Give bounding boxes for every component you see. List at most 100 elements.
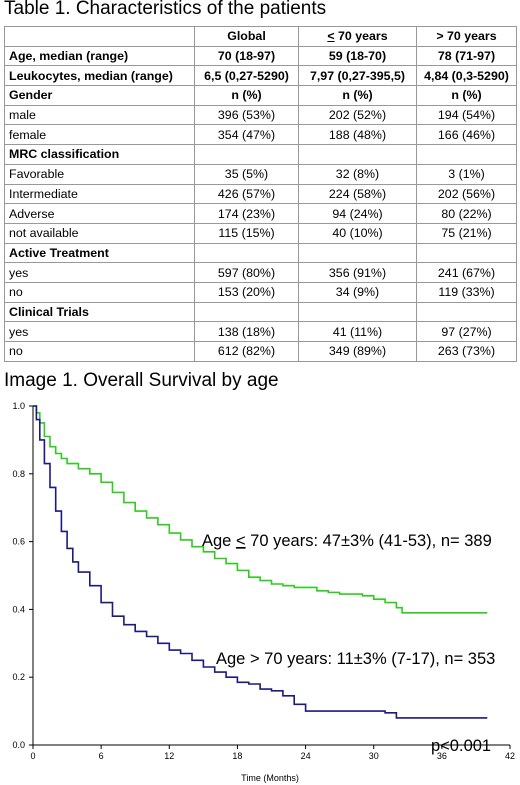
cell-global: 115 (15%) (194, 222, 299, 244)
annotation-under-70-symbol: < (236, 532, 246, 550)
x-tick-label: 36 (437, 751, 447, 761)
header-lt70-label: 70 years (334, 29, 388, 44)
table-row: Age, median (range) 70 (18-97) 59 (18-70) 7… (4, 45, 517, 67)
y-tick-label: 0.4 (12, 604, 25, 614)
cell-lt70 (298, 242, 417, 264)
y-tick-label: 1.0 (12, 401, 25, 411)
cell-global: 70 (18-97) (194, 45, 299, 67)
cell-global: 35 (5%) (194, 163, 299, 185)
x-tick-label: 6 (99, 751, 104, 761)
table-row: Active Treatment (4, 242, 517, 264)
cell-lt70: 7,97 (0,27-395,5) (298, 65, 417, 87)
x-tick-label: 12 (164, 751, 174, 761)
row-label: yes (4, 262, 195, 283)
row-label: MRC classification (4, 144, 195, 165)
cell-lt70 (298, 144, 417, 165)
cell-global: 354 (47%) (194, 124, 299, 146)
cell-lt70: 32 (8%) (298, 163, 417, 185)
cell-lt70: 59 (18-70) (298, 45, 417, 67)
cell-gt70: 194 (54%) (416, 104, 517, 126)
table-row: no 153 (20%) 34 (9%) 119 (33%) (4, 281, 517, 303)
cell-gt70: 241 (67%) (416, 262, 517, 283)
header-global: Global (194, 26, 299, 47)
cell-global: 597 (80%) (194, 262, 299, 283)
table-row: yes 597 (80%) 356 (91%) 241 (67%) (4, 262, 517, 283)
x-axis-label: Time (Months) (241, 773, 299, 783)
y-tick-label: 0.6 (12, 537, 25, 547)
table-row: male 396 (53%) 202 (52%) 194 (54%) (4, 104, 517, 126)
x-tick-label: 18 (232, 751, 242, 761)
cell-global (194, 301, 299, 323)
image-title: Image 1. Overall Survival by age (4, 370, 279, 391)
row-label: no (4, 341, 195, 362)
cell-lt70: 356 (91%) (298, 262, 417, 283)
y-tick-label: 0.0 (12, 740, 25, 750)
cell-global: 426 (57%) (194, 183, 299, 205)
table-title: Table 1. Characteristics of the patients (4, 0, 327, 19)
cell-gt70: n (%) (416, 85, 517, 106)
header-gt70: > 70 years (416, 26, 517, 47)
cell-lt70: 34 (9%) (298, 281, 417, 303)
table-row: MRC classification (4, 144, 517, 165)
cell-lt70 (298, 301, 417, 323)
table-row: Adverse 174 (23%) 94 (24%) 80 (22%) (4, 203, 517, 224)
header-empty-cell (4, 26, 195, 47)
annotation-under-70: Age < 70 years: 47±3% (41-53), n= 389 (202, 532, 492, 550)
header-lt70-symbol: < (327, 29, 335, 44)
chart-axes: 0 6 12 18 24 30 36 42 0.0 0.2 0.4 0.6 0.8 1.0 (12, 401, 515, 761)
cell-gt70: 263 (73%) (416, 341, 517, 362)
cell-lt70: 41 (11%) (298, 321, 417, 342)
survival-curve-1 (33, 405, 488, 614)
table-row: Favorable 35 (5%) 32 (8%) 3 (1%) (4, 163, 517, 185)
row-label: Age, median (range) (4, 45, 195, 67)
annotation-under-70-prefix: Age (202, 532, 236, 550)
table-row: female 354 (47%) 188 (48%) 166 (46%) (4, 124, 517, 146)
cell-global: 174 (23%) (194, 203, 299, 224)
table-row: not available 115 (15%) 40 (10%) 75 (21%) (4, 222, 517, 244)
chart-curves (33, 405, 488, 719)
row-label: Active Treatment (4, 242, 195, 264)
cell-global: 6,5 (0,27-5290) (194, 65, 299, 87)
row-label: Favorable (4, 163, 195, 185)
cell-global (194, 242, 299, 264)
row-label: female (4, 124, 195, 146)
characteristics-table: Global < 70 years > 70 years Age, median… (4, 26, 517, 362)
header-lt70: < 70 years (298, 26, 417, 47)
cell-lt70: n (%) (298, 85, 417, 106)
annotation-under-70-text: 70 years: 47±3% (41-53), n= 389 (246, 532, 492, 550)
row-label: Gender (4, 85, 195, 106)
cell-global: n (%) (194, 85, 299, 106)
table-row: Intermediate 426 (57%) 224 (58%) 202 (56%) (4, 183, 517, 205)
y-tick-label: 0.2 (12, 672, 25, 682)
cell-gt70: 3 (1%) (416, 163, 517, 185)
row-label: Intermediate (4, 183, 195, 205)
cell-global: 153 (20%) (194, 281, 299, 303)
cell-gt70: 80 (22%) (416, 203, 517, 224)
cell-lt70: 94 (24%) (298, 203, 417, 224)
table-row: no 612 (82%) 349 (89%) 263 (73%) (4, 341, 517, 362)
row-label: male (4, 104, 195, 126)
survival-chart: 0 6 12 18 24 30 36 42 0.0 0.2 0.4 0.6 0.8 1.0 Age < 7… (12, 401, 515, 783)
cell-gt70: 202 (56%) (416, 183, 517, 205)
cell-global (194, 144, 299, 165)
cell-gt70 (416, 242, 517, 264)
cell-gt70 (416, 301, 517, 323)
cell-lt70: 202 (52%) (298, 104, 417, 126)
cell-global: 396 (53%) (194, 104, 299, 126)
cell-gt70: 97 (27%) (416, 321, 517, 342)
table-row: Clinical Trials (4, 301, 517, 323)
cell-global: 612 (82%) (194, 341, 299, 362)
row-label: Clinical Trials (4, 301, 195, 323)
cell-gt70: 4,84 (0,3-5290) (416, 65, 517, 87)
y-tick-label: 0.8 (12, 469, 25, 479)
cell-lt70: 188 (48%) (298, 124, 417, 146)
annotation-over-70: Age > 70 years: 11±3% (7-17), n= 353 (216, 650, 495, 668)
row-label: no (4, 281, 195, 303)
row-label: Leukocytes, median (range) (4, 65, 195, 87)
cell-lt70: 224 (58%) (298, 183, 417, 205)
table-row: yes 138 (18%) 41 (11%) 97 (27%) (4, 321, 517, 342)
cell-lt70: 40 (10%) (298, 222, 417, 244)
cell-lt70: 349 (89%) (298, 341, 417, 362)
table-row: Gender n (%) n (%) n (%) (4, 85, 517, 106)
x-tick-label: 30 (369, 751, 379, 761)
